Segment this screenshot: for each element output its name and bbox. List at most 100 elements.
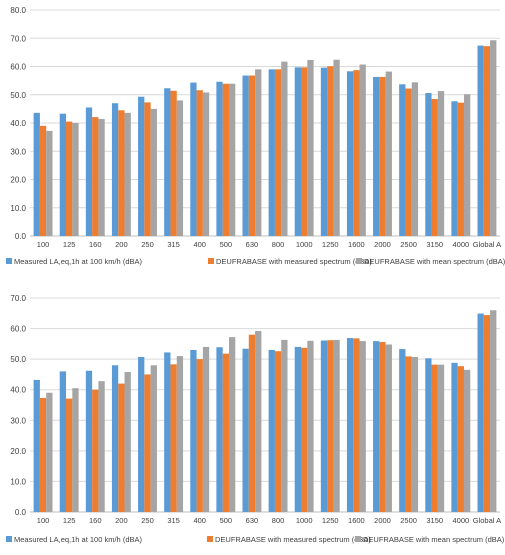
bar (483, 46, 491, 236)
x-tick-label: 315 (167, 240, 180, 249)
x-tick-label: 1000 (296, 240, 313, 249)
legend-swatch (355, 536, 361, 542)
bar (202, 346, 210, 512)
legend-swatch (6, 258, 12, 264)
x-tick-label: Global A (473, 516, 501, 525)
bar (385, 344, 392, 512)
bar (111, 103, 119, 236)
chart-bottom: 0.0 10.0 20.0 30.0 40.0 50.0 60.0 70.0 100 125 160… (6, 294, 505, 544)
bar (138, 96, 145, 236)
y-tick-label: 70.0 (10, 34, 26, 43)
bar (248, 75, 256, 236)
bar (457, 366, 464, 512)
bar (196, 90, 203, 236)
bar (359, 64, 366, 237)
bar (379, 76, 386, 236)
legend-label: DEUFRABASE with measured spectrum (dBA) (216, 257, 372, 266)
bar (216, 81, 223, 236)
x-tick-label: 250 (141, 240, 154, 249)
bar (92, 117, 99, 236)
y-tick-label: 0.0 (15, 232, 27, 241)
legend-swatch (6, 536, 12, 542)
x-tick-label: 630 (246, 516, 259, 525)
bar (66, 398, 73, 512)
x-tick-label: 400 (193, 240, 206, 249)
bar (255, 69, 262, 236)
x-tick-label: Global A (473, 240, 501, 249)
bar (98, 381, 105, 512)
x-tick-label: 1600 (348, 240, 365, 249)
x-tick-label: 315 (167, 516, 180, 525)
bar (170, 90, 177, 236)
x-tick-label: 1250 (322, 240, 339, 249)
bar (490, 310, 497, 512)
bar (320, 340, 328, 512)
bar (477, 45, 484, 237)
bar (39, 125, 47, 236)
bar (431, 98, 438, 237)
bar (451, 362, 458, 512)
legend-swatch (207, 536, 213, 542)
x-tick-label: 800 (272, 240, 285, 249)
x-tick-label: 2000 (374, 516, 391, 525)
bar (437, 91, 445, 236)
bar (327, 340, 334, 512)
bar (490, 40, 497, 237)
x-tick-label: 160 (89, 240, 102, 249)
bar (124, 371, 131, 512)
bar (425, 93, 432, 236)
bar (85, 107, 93, 237)
y-tick-label: 30.0 (10, 416, 26, 425)
y-tick-label: 30.0 (10, 147, 26, 156)
x-tick-label: 100 (37, 240, 50, 249)
bar (85, 370, 93, 512)
bar (379, 342, 386, 512)
bar (359, 341, 366, 512)
y-tick-label: 20.0 (10, 447, 26, 456)
bar (268, 349, 275, 512)
x-tick-label: 2500 (400, 240, 417, 249)
bar (190, 82, 197, 236)
bar (405, 356, 412, 512)
bar (307, 340, 314, 512)
legend-label: Measured LA,eq,1h at 100 km/h (dBA) (14, 535, 142, 544)
bar (59, 371, 67, 512)
x-tick-label: 800 (272, 516, 285, 525)
bar (248, 334, 256, 512)
bar (425, 358, 432, 512)
y-tick-label: 40.0 (10, 119, 26, 128)
bar (399, 349, 406, 512)
bar (281, 61, 288, 237)
bar (222, 353, 229, 512)
bar (228, 337, 236, 512)
bar (333, 59, 340, 236)
x-tick-label: 4000 (452, 516, 469, 525)
y-tick-label: 80.0 (10, 6, 26, 15)
bar (477, 313, 484, 512)
x-tick-label: 2000 (374, 240, 391, 249)
bar (111, 365, 119, 512)
bar (242, 75, 249, 236)
bar (150, 365, 157, 512)
legend-swatch (356, 258, 362, 264)
x-tick-label: 100 (37, 516, 50, 525)
bar (242, 348, 249, 512)
x-tick-label: 200 (115, 516, 128, 525)
bar (320, 67, 328, 236)
bar (170, 364, 177, 512)
x-tick-label: 500 (220, 516, 233, 525)
bar (346, 71, 354, 236)
bar (463, 369, 471, 512)
legend-label: DEUFRABASE with mean spectrum (dBA) (363, 535, 505, 544)
x-tick-label: 125 (63, 240, 76, 249)
bar (124, 112, 131, 236)
bar (301, 67, 308, 236)
bar (46, 130, 53, 236)
bar (353, 70, 360, 236)
x-tick-label: 200 (115, 240, 128, 249)
bar (164, 88, 171, 236)
bar (98, 119, 105, 236)
bar (196, 359, 203, 512)
x-tick-label: 630 (246, 240, 259, 249)
